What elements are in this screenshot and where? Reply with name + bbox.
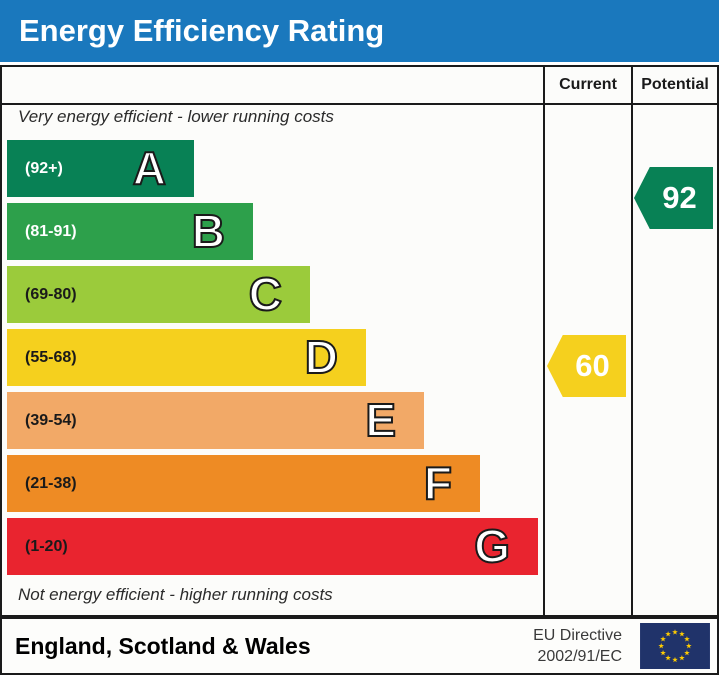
potential-rating-marker: 92 xyxy=(634,167,713,229)
band-row-g: (1-20) G xyxy=(7,518,538,575)
band-range-label: (21-38) xyxy=(25,475,77,492)
band-range-label: (39-54) xyxy=(25,412,77,429)
band-row-d: (55-68) D xyxy=(7,329,366,386)
band-range-label: (55-68) xyxy=(25,349,77,366)
footer: England, Scotland & Wales EU Directive 2… xyxy=(0,617,719,675)
eu-directive-label: EU Directive 2002/91/EC xyxy=(442,625,622,667)
page-title: Energy Efficiency Rating xyxy=(0,0,719,62)
band-range-label: (92+) xyxy=(25,160,63,177)
potential-column-header: Potential xyxy=(641,76,709,93)
band-range-label: (69-80) xyxy=(25,286,77,303)
band-letter: C xyxy=(248,267,283,321)
band-letter: A xyxy=(132,141,167,195)
band-row-e: (39-54) E xyxy=(7,392,424,449)
band-range-label: (1-20) xyxy=(25,538,68,555)
rating-table: Current Potential Very energy efficient … xyxy=(0,65,719,617)
band-letter: B xyxy=(191,204,226,258)
band-letter: E xyxy=(364,393,397,447)
eu-directive-line1: EU Directive xyxy=(533,627,622,644)
eu-directive-line2: 2002/91/EC xyxy=(537,648,622,665)
band-letter: D xyxy=(304,330,339,384)
band-range-label: (81-91) xyxy=(25,223,77,240)
region-label: England, Scotland & Wales xyxy=(15,633,311,659)
current-column-header: Current xyxy=(559,76,617,93)
band-row-b: (81-91) B xyxy=(7,203,253,260)
potential-column-divider xyxy=(631,67,633,615)
bottom-note: Not energy efficient - higher running co… xyxy=(18,585,333,604)
current-rating-marker: 60 xyxy=(547,335,626,397)
band-row-c: (69-80) C xyxy=(7,266,310,323)
band-row-f: (21-38) F xyxy=(7,455,480,512)
band-letter: F xyxy=(423,456,453,510)
band-row-a: (92+) A xyxy=(7,140,194,197)
current-column-divider xyxy=(543,67,545,615)
eu-flag-icon xyxy=(640,623,710,669)
band-letter: G xyxy=(473,519,511,573)
top-note: Very energy efficient - lower running co… xyxy=(18,107,334,126)
header-divider xyxy=(2,103,717,105)
